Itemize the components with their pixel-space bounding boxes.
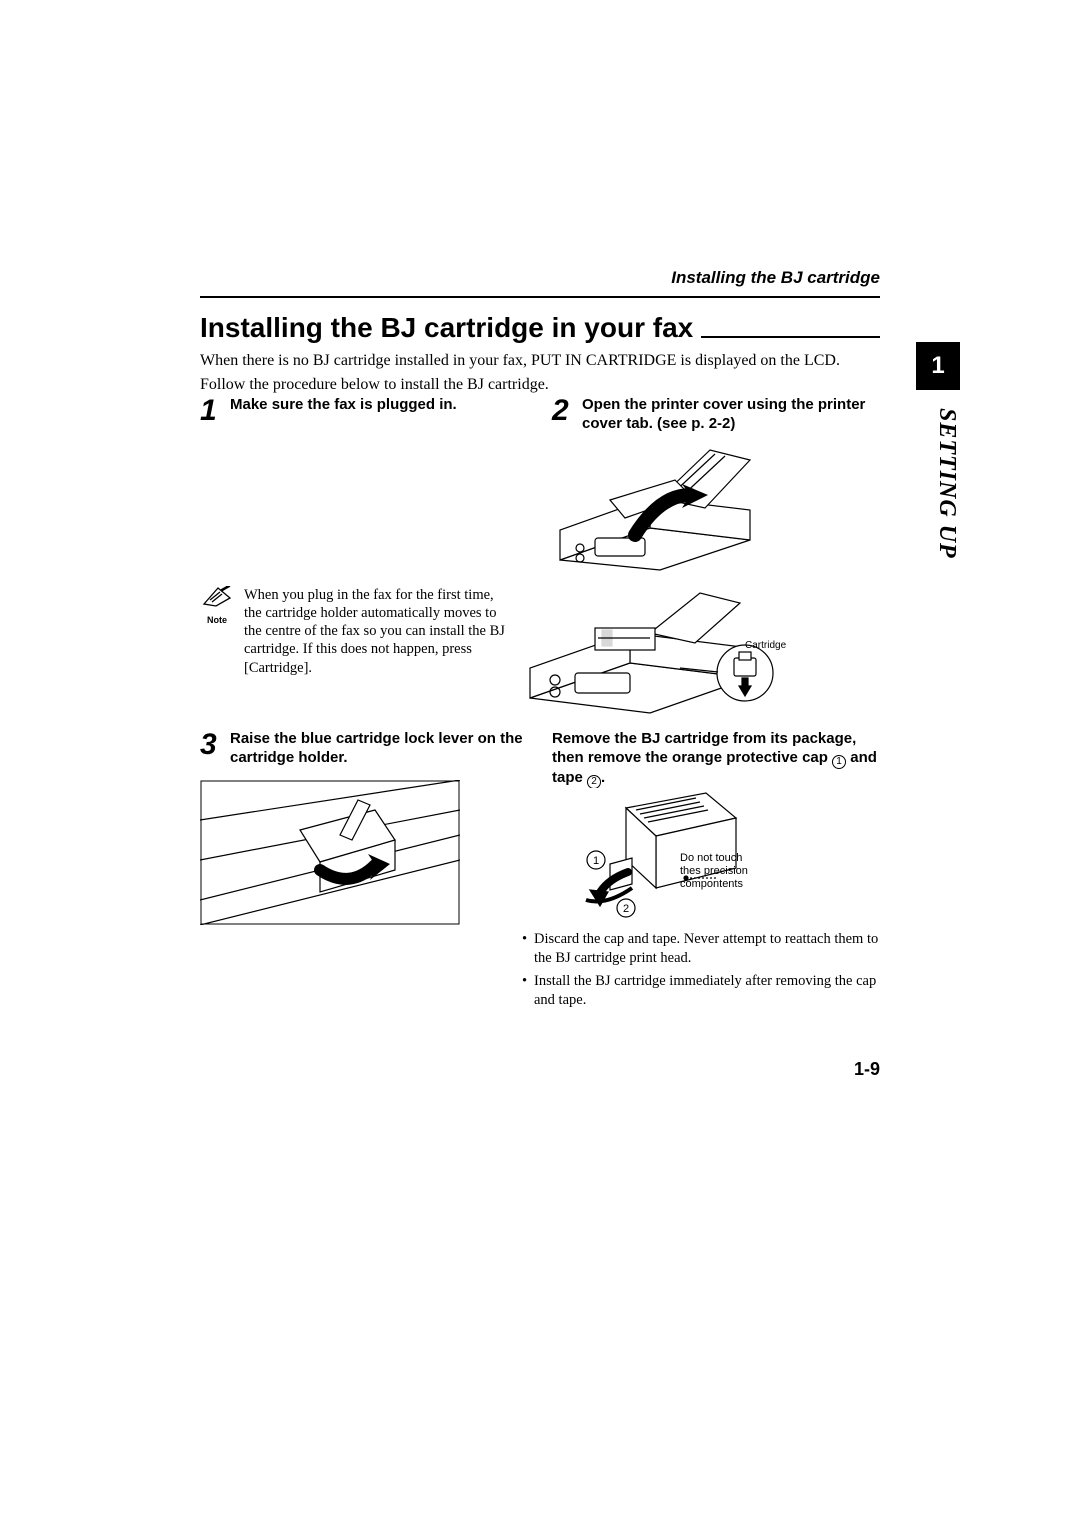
note-text: When you plug in the fax for the first t… xyxy=(244,586,510,677)
step-3-text: Raise the blue cartridge lock lever on t… xyxy=(230,730,528,768)
cartridge-callout-label: Cartridge xyxy=(745,640,786,651)
note-label: Note xyxy=(200,615,234,625)
intro-line-1: When there is no BJ cartridge installed … xyxy=(200,350,880,372)
step-3-number: 3 xyxy=(200,730,222,760)
bullet-list: Discard the cap and tape. Never attempt … xyxy=(520,930,880,1013)
running-header: Installing the BJ cartridge xyxy=(671,268,880,288)
step-1-text: Make sure the fax is plugged in. xyxy=(230,396,457,415)
step-1: 1 Make sure the fax is plugged in. xyxy=(200,396,528,434)
title-underline xyxy=(701,336,880,338)
fig-d-label-2: thes precision xyxy=(680,865,748,878)
step-1-number: 1 xyxy=(200,396,222,426)
intro-line-2: Follow the procedure below to install th… xyxy=(200,374,880,396)
figure-cartridge-location xyxy=(520,588,780,723)
note-block: Note When you plug in the fax for the fi… xyxy=(200,586,510,677)
step-4-text-c: . xyxy=(601,769,605,786)
chapter-tab: 1 xyxy=(916,342,960,390)
circled-2-icon: 2 xyxy=(587,775,601,789)
figure-lock-lever xyxy=(200,780,460,925)
step-2: 2 Open the printer cover using the print… xyxy=(552,396,880,434)
page-number: 1-9 xyxy=(854,1059,880,1080)
circled-1-icon: 1 xyxy=(832,755,846,769)
step-4-text: Remove the BJ cartridge from its package… xyxy=(552,730,880,789)
step-2-number: 2 xyxy=(552,396,574,426)
step-2-text: Open the printer cover using the printer… xyxy=(582,396,880,434)
header-rule xyxy=(200,296,880,298)
step-row-1: 1 Make sure the fax is plugged in. 2 Ope… xyxy=(200,396,880,444)
svg-text:2: 2 xyxy=(623,903,629,915)
bullet-2: Install the BJ cartridge immediately aft… xyxy=(534,972,880,1010)
intro-text: When there is no BJ cartridge installed … xyxy=(200,350,880,397)
note-icon: Note xyxy=(200,586,234,677)
fig-d-label-1: Do not touch xyxy=(680,852,748,865)
figure-open-cover xyxy=(540,440,770,575)
step-4-text-a: Remove the BJ cartridge from its package… xyxy=(552,730,856,766)
section-side-label: SETTING UP xyxy=(933,408,960,559)
step-4: Remove the BJ cartridge from its package… xyxy=(552,730,880,789)
title-row: Installing the BJ cartridge in your fax xyxy=(200,312,880,344)
fig-d-label-3: compontents xyxy=(680,878,748,891)
figure-d-caption: Do not touch thes precision compontents xyxy=(680,852,748,892)
svg-text:1: 1 xyxy=(593,855,599,867)
page-title: Installing the BJ cartridge in your fax xyxy=(200,312,693,344)
manual-page: Installing the BJ cartridge Installing t… xyxy=(0,0,1080,1528)
bullet-1: Discard the cap and tape. Never attempt … xyxy=(534,930,880,968)
